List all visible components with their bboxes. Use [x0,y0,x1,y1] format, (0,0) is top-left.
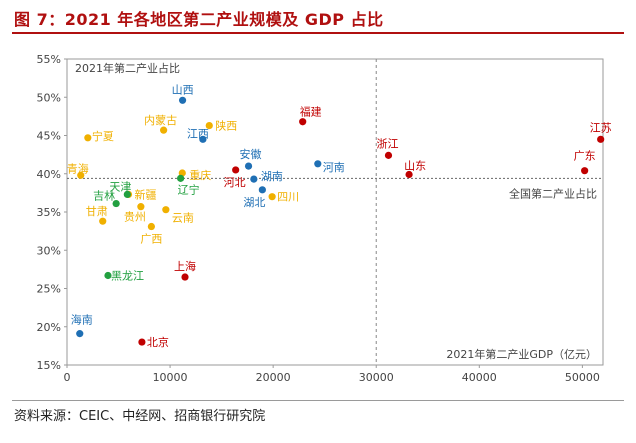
point-label: 海南 [71,313,93,327]
data-point [77,171,85,179]
point-label: 河南 [323,161,345,174]
point-label: 天津 [109,180,131,193]
point-label: 江苏 [590,121,612,134]
point-label: 湖南 [261,170,283,183]
point-label: 青海 [67,161,89,175]
y-tick-label: 40% [37,168,61,181]
point-label: 上海 [174,259,196,273]
data-point [258,186,266,194]
y-tick-label: 20% [37,321,61,334]
data-point [104,271,112,280]
point-label: 四川 [277,191,299,204]
data-point [384,151,393,159]
data-point [581,167,589,175]
data-point [250,175,258,183]
y-tick-label: 25% [37,283,61,296]
data-point [299,118,307,126]
x-tick-label: 20000 [256,371,291,384]
data-point [84,134,92,142]
point-label: 山西 [172,83,194,96]
y-tick-label: 15% [37,359,61,372]
point-label: 江西 [187,127,209,140]
point-label: 安徽 [240,147,262,161]
point-label: 河北 [224,176,246,189]
data-point [138,338,146,346]
data-point [232,166,240,174]
y-tick-label: 35% [37,206,61,219]
x-axis-title: 2021年第二产业GDP（亿元） [446,347,597,361]
data-point [112,199,120,208]
x-tick-label: 10000 [153,371,188,384]
y-axis-title: 2021年第二产业占比 [75,61,180,75]
data-point [137,203,145,211]
point-label: 新疆 [135,187,157,201]
x-tick-label: 30000 [359,371,394,384]
y-tick-label: 50% [37,91,61,104]
data-point [162,206,170,214]
point-label: 吉林 [93,189,115,203]
source-note: 资料来源：CEIC、中经网、招商银行研究院 [14,409,266,424]
point-label: 贵州 [124,211,146,224]
point-label: 山东 [404,160,426,173]
data-point [199,135,207,143]
data-point [99,217,107,225]
data-point [205,121,213,130]
footer-rule [12,400,624,401]
point-label: 浙江 [376,137,398,150]
point-label: 甘肃 [86,205,108,218]
point-label: 陕西 [215,119,237,133]
y-tick-label: 30% [37,244,61,257]
point-label: 福建 [300,105,322,119]
data-point [244,162,253,170]
data-point [268,193,276,201]
data-point [178,96,187,104]
data-point [405,170,413,179]
data-point [147,222,155,231]
point-label: 广西 [140,233,162,246]
point-label: 辽宁 [178,182,200,196]
y-tick-label: 45% [37,130,61,143]
x-tick-label: 0 [64,371,71,384]
point-label: 重庆 [189,168,211,182]
point-label: 宁夏 [92,129,114,143]
data-point [181,273,189,281]
chart-title: 图 7：2021 年各地区第二产业规模及 GDP 占比 [14,10,384,29]
data-point [314,160,322,168]
chart-axes: 15% 20% 25% 30% 35% 40% 45% 50% 55% 0 10000 20000 30… [37,53,604,384]
point-label: 云南 [172,212,194,225]
point-label: 内蒙古 [144,113,177,127]
point-label: 湖北 [243,196,265,209]
data-point [123,190,131,199]
title-rule [12,32,624,34]
data-point [597,135,605,143]
point-label: 广东 [574,150,596,163]
y-tick-label: 55% [37,53,61,66]
data-point [76,330,84,338]
x-tick-label: 50000 [565,371,600,384]
plot-frame [66,58,604,366]
x-tick-label: 40000 [462,371,497,384]
point-label: 北京 [147,335,169,349]
data-point [160,126,168,134]
reference-line-label: 全国第二产业占比 [509,186,597,200]
point-label: 黑龙江 [111,269,144,282]
data-point [177,174,185,182]
